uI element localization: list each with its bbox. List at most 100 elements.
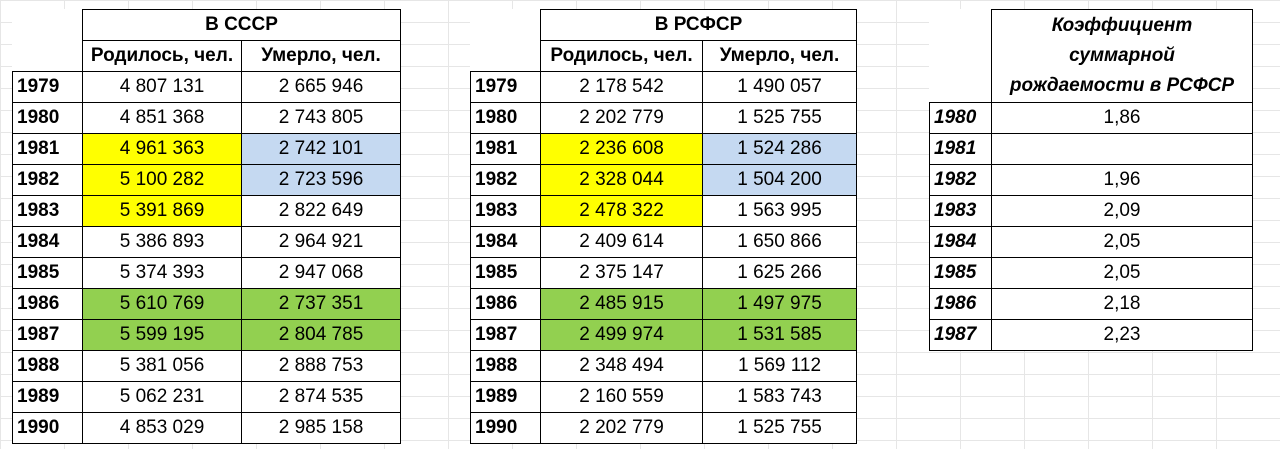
year-cell[interactable]: 1981 (470, 133, 541, 165)
rsfsr-born-header[interactable]: Родилось, чел. (540, 40, 703, 72)
tfr-title[interactable]: Коэффициент суммарной рождаемости в РСФС… (991, 9, 1253, 103)
year-cell[interactable]: 1986 (470, 288, 541, 320)
born-cell[interactable]: 2 478 322 (540, 195, 703, 227)
died-cell[interactable]: 1 625 266 (702, 257, 857, 289)
year-cell[interactable]: 1989 (470, 381, 541, 413)
year-cell[interactable]: 1987 (929, 319, 992, 351)
year-cell[interactable]: 1982 (470, 164, 541, 196)
blank-cell[interactable] (930, 10, 992, 103)
died-cell[interactable]: 2 822 649 (241, 195, 401, 227)
year-cell[interactable]: 1990 (12, 412, 83, 444)
year-cell[interactable]: 1985 (12, 257, 83, 289)
born-cell[interactable]: 4 853 029 (82, 412, 242, 444)
year-cell[interactable]: 1980 (929, 102, 992, 134)
year-cell[interactable]: 1985 (470, 257, 541, 289)
died-cell[interactable]: 1 525 755 (702, 102, 857, 134)
died-cell[interactable]: 1 504 200 (702, 164, 857, 196)
died-cell[interactable]: 2 665 946 (241, 71, 401, 103)
born-cell[interactable]: 5 599 195 (82, 319, 242, 351)
year-cell[interactable]: 1990 (470, 412, 541, 444)
year-cell[interactable]: 1983 (929, 195, 992, 227)
died-cell[interactable]: 1 531 585 (702, 319, 857, 351)
died-cell[interactable]: 2 964 921 (241, 226, 401, 258)
died-cell[interactable]: 2 737 351 (241, 288, 401, 320)
born-cell[interactable]: 5 374 393 (82, 257, 242, 289)
year-cell[interactable]: 1981 (12, 133, 83, 165)
year-cell[interactable]: 1979 (12, 71, 83, 103)
year-cell[interactable]: 1984 (470, 226, 541, 258)
tfr-value-cell[interactable]: 1,86 (991, 102, 1253, 134)
born-cell[interactable]: 2 328 044 (540, 164, 703, 196)
born-cell[interactable]: 2 202 779 (540, 102, 703, 134)
died-cell[interactable]: 2 804 785 (241, 319, 401, 351)
year-cell[interactable]: 1982 (929, 164, 992, 196)
born-cell[interactable]: 2 409 614 (540, 226, 703, 258)
died-cell[interactable]: 1 563 995 (702, 195, 857, 227)
ussr-died-header[interactable]: Умерло, чел. (241, 40, 401, 72)
born-cell[interactable]: 4 807 131 (82, 71, 242, 103)
died-cell[interactable]: 2 742 101 (241, 133, 401, 165)
year-cell[interactable]: 1988 (470, 350, 541, 382)
born-cell[interactable]: 2 178 542 (540, 71, 703, 103)
died-cell[interactable]: 2 743 805 (241, 102, 401, 134)
died-cell[interactable]: 1 525 755 (702, 412, 857, 444)
born-cell[interactable]: 5 062 231 (82, 381, 242, 413)
born-cell[interactable]: 4 851 368 (82, 102, 242, 134)
ussr-title[interactable]: В СССР (82, 9, 401, 41)
tfr-value-cell[interactable]: 2,09 (991, 195, 1253, 227)
blank-cell[interactable] (13, 41, 83, 72)
year-cell[interactable]: 1988 (12, 350, 83, 382)
died-cell[interactable]: 2 888 753 (241, 350, 401, 382)
tfr-value-cell[interactable]: 2,23 (991, 319, 1253, 351)
died-cell[interactable]: 1 583 743 (702, 381, 857, 413)
year-cell[interactable]: 1984 (12, 226, 83, 258)
rsfsr-died-header[interactable]: Умерло, чел. (702, 40, 857, 72)
born-cell[interactable]: 5 381 056 (82, 350, 242, 382)
year-cell[interactable]: 1980 (12, 102, 83, 134)
tfr-value-cell[interactable]: 2,05 (991, 226, 1253, 258)
year-cell[interactable]: 1984 (929, 226, 992, 258)
born-cell[interactable]: 2 499 974 (540, 319, 703, 351)
blank-cell[interactable] (13, 10, 83, 41)
year-cell[interactable]: 1983 (12, 195, 83, 227)
year-cell[interactable]: 1983 (470, 195, 541, 227)
year-cell[interactable]: 1980 (470, 102, 541, 134)
year-cell[interactable]: 1986 (12, 288, 83, 320)
year-cell[interactable]: 1986 (929, 288, 992, 320)
died-cell[interactable]: 2 985 158 (241, 412, 401, 444)
ussr-born-header[interactable]: Родилось, чел. (82, 40, 242, 72)
rsfsr-title[interactable]: В РСФСР (540, 9, 857, 41)
born-cell[interactable]: 5 386 893 (82, 226, 242, 258)
died-cell[interactable]: 1 490 057 (702, 71, 857, 103)
born-cell[interactable]: 2 202 779 (540, 412, 703, 444)
blank-cell[interactable] (471, 41, 541, 72)
year-cell[interactable]: 1982 (12, 164, 83, 196)
died-cell[interactable]: 2 874 535 (241, 381, 401, 413)
died-cell[interactable]: 1 650 866 (702, 226, 857, 258)
born-cell[interactable]: 2 485 915 (540, 288, 703, 320)
year-cell[interactable]: 1979 (470, 71, 541, 103)
born-cell[interactable]: 2 160 559 (540, 381, 703, 413)
born-cell[interactable]: 2 236 608 (540, 133, 703, 165)
born-cell[interactable]: 5 610 769 (82, 288, 242, 320)
died-cell[interactable]: 1 497 975 (702, 288, 857, 320)
tfr-value-cell[interactable]: 1,96 (991, 164, 1253, 196)
died-cell[interactable]: 1 569 112 (702, 350, 857, 382)
blank-cell[interactable] (471, 10, 541, 41)
born-cell[interactable]: 5 391 869 (82, 195, 242, 227)
tfr-value-cell[interactable]: 2,05 (991, 257, 1253, 289)
year-cell[interactable]: 1981 (929, 133, 992, 165)
born-cell[interactable]: 4 961 363 (82, 133, 242, 165)
year-cell[interactable]: 1987 (470, 319, 541, 351)
born-cell[interactable]: 2 348 494 (540, 350, 703, 382)
year-cell[interactable]: 1989 (12, 381, 83, 413)
died-cell[interactable]: 2 723 596 (241, 164, 401, 196)
born-cell[interactable]: 2 375 147 (540, 257, 703, 289)
born-cell[interactable]: 5 100 282 (82, 164, 242, 196)
died-cell[interactable]: 2 947 068 (241, 257, 401, 289)
tfr-value-cell[interactable]: 2,18 (991, 288, 1253, 320)
year-cell[interactable]: 1987 (12, 319, 83, 351)
died-cell[interactable]: 1 524 286 (702, 133, 857, 165)
tfr-value-cell[interactable] (991, 133, 1253, 165)
year-cell[interactable]: 1985 (929, 257, 992, 289)
